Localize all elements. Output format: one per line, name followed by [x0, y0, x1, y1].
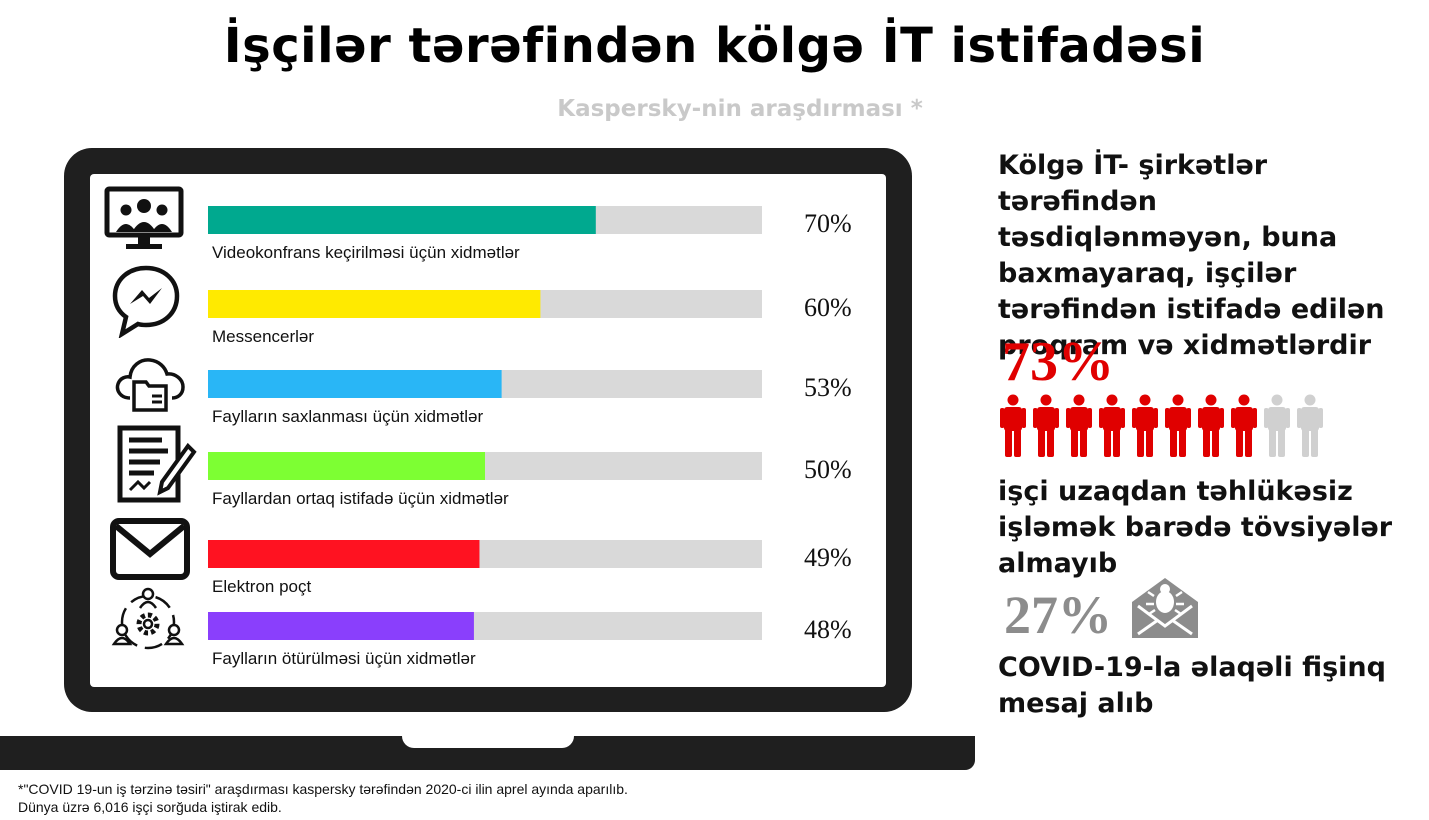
video-conference-icon	[104, 186, 184, 249]
bar-category-label: Messencerlər	[212, 327, 314, 346]
cloud-folder-icon	[115, 358, 185, 412]
messenger-icon	[112, 265, 180, 338]
person-icon	[1099, 394, 1125, 457]
person-icon	[1297, 394, 1323, 457]
person-icon	[1198, 394, 1224, 457]
stat-no-guidance-value: 73%	[1002, 331, 1114, 393]
bar-value-label: 49%	[804, 543, 852, 572]
bar-category-label: Fayllardan ortaq istifadə üçün xidmətlər	[212, 489, 509, 508]
person-icon	[1132, 394, 1158, 457]
usage-bar-chart: Videokonfrans keçirilməsi üçün xidmətlər…	[208, 206, 852, 668]
stat-phishing-value: 27%	[1004, 585, 1112, 645]
bar-value-label: 60%	[804, 293, 852, 322]
bar-category-label: Elektron poçt	[212, 577, 311, 596]
bar-1	[208, 206, 596, 234]
envelope-icon	[110, 518, 190, 580]
document-edit-icon	[117, 425, 197, 503]
bar-6	[208, 612, 474, 640]
bar-value-label: 53%	[804, 373, 852, 402]
bar-category-label: Videokonfrans keçirilməsi üçün xidmətlər	[212, 243, 520, 262]
footnote-line-2: Dünya üzrə 6,016 işçi sorğuda iştirak ed…	[18, 799, 282, 815]
page-title: İşçilər tərəfindən kölgə İT istifadəsi	[223, 18, 1206, 74]
laptop-notch	[402, 736, 574, 748]
people-pictogram	[1000, 394, 1323, 457]
bar-4	[208, 452, 485, 480]
bar-value-label: 48%	[804, 615, 852, 644]
shadow-it-definition: Kölgə İT- şirkətlər tərəfindən təsdiqlən…	[998, 150, 1385, 361]
page-subtitle: Kaspersky-nin araşdırması *	[557, 96, 923, 122]
team-gear-icon	[111, 587, 185, 650]
footnote: *"COVID 19-un iş tərzinə təsiri" araşdır…	[18, 780, 628, 816]
person-icon	[1231, 394, 1257, 457]
bar-3	[208, 370, 502, 398]
person-icon	[1033, 394, 1059, 457]
bar-2	[208, 290, 541, 318]
laptop-screen	[90, 174, 886, 687]
bar-5	[208, 540, 480, 568]
footnote-line-1: *"COVID 19-un iş tərzinə təsiri" araşdır…	[18, 781, 628, 797]
bar-value-label: 70%	[804, 209, 852, 238]
person-icon	[1000, 394, 1026, 457]
stat-no-guidance-description: işçi uzaqdan təhlükəsiz işləmək barədə t…	[998, 476, 1393, 579]
person-icon	[1165, 394, 1191, 457]
person-icon	[1066, 394, 1092, 457]
bar-value-label: 50%	[804, 455, 852, 484]
bar-category-label: Faylların saxlanması üçün xidmətlər	[212, 407, 484, 426]
bar-category-label: Faylların ötürülməsi üçün xidmətlər	[212, 649, 476, 668]
stat-phishing-description: COVID-19-la əlaqəli fişinq mesaj alıb	[998, 652, 1386, 719]
bug-envelope-icon	[1132, 578, 1198, 638]
person-icon	[1264, 394, 1290, 457]
